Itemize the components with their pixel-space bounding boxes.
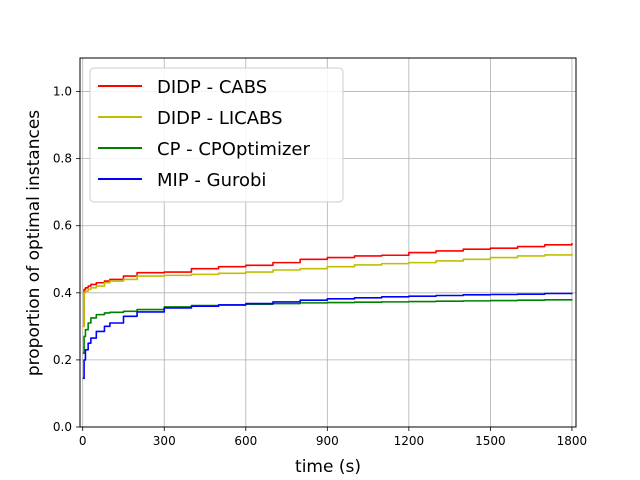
x-tick-label: 1800 bbox=[557, 434, 588, 448]
series-line-4 bbox=[82, 292, 573, 380]
series-line-2 bbox=[82, 253, 573, 328]
y-tick-label: 0.2 bbox=[53, 353, 72, 367]
x-axis-title: time (s) bbox=[295, 457, 361, 477]
legend: DIDP - CABS DIDP - LICABS CP - CPOptimizer… bbox=[89, 67, 344, 203]
series-line-1 bbox=[82, 243, 573, 328]
y-tick-label: 0.6 bbox=[53, 219, 72, 233]
legend-label: CP - CPOptimizer bbox=[157, 139, 310, 160]
y-tick-label: 0.0 bbox=[53, 420, 72, 434]
y-tick-label: 1.0 bbox=[53, 85, 72, 99]
y-tick-label: 0.4 bbox=[53, 286, 72, 300]
legend-box bbox=[89, 67, 344, 203]
legend-label: MIP - Gurobi bbox=[157, 170, 266, 191]
series-layer bbox=[82, 243, 573, 380]
legend-label: DIDP - LICABS bbox=[157, 108, 283, 129]
x-tick-label: 1500 bbox=[475, 434, 506, 448]
plot-frame bbox=[79, 57, 577, 428]
x-tick-label: 300 bbox=[153, 434, 176, 448]
y-axis-title: proportion of optimal instances bbox=[24, 110, 44, 376]
ticks: 0 300 600 900 1200 1500 1800 0.0 0.2 0.4 0.6 0.8 1.0 bbox=[53, 85, 587, 448]
legend-label: DIDP - CABS bbox=[157, 77, 267, 98]
x-tick-label: 900 bbox=[316, 434, 339, 448]
y-tick-label: 0.8 bbox=[53, 152, 72, 166]
x-tick-label: 600 bbox=[234, 434, 257, 448]
x-tick-label: 0 bbox=[79, 434, 87, 448]
x-tick-label: 1200 bbox=[394, 434, 425, 448]
